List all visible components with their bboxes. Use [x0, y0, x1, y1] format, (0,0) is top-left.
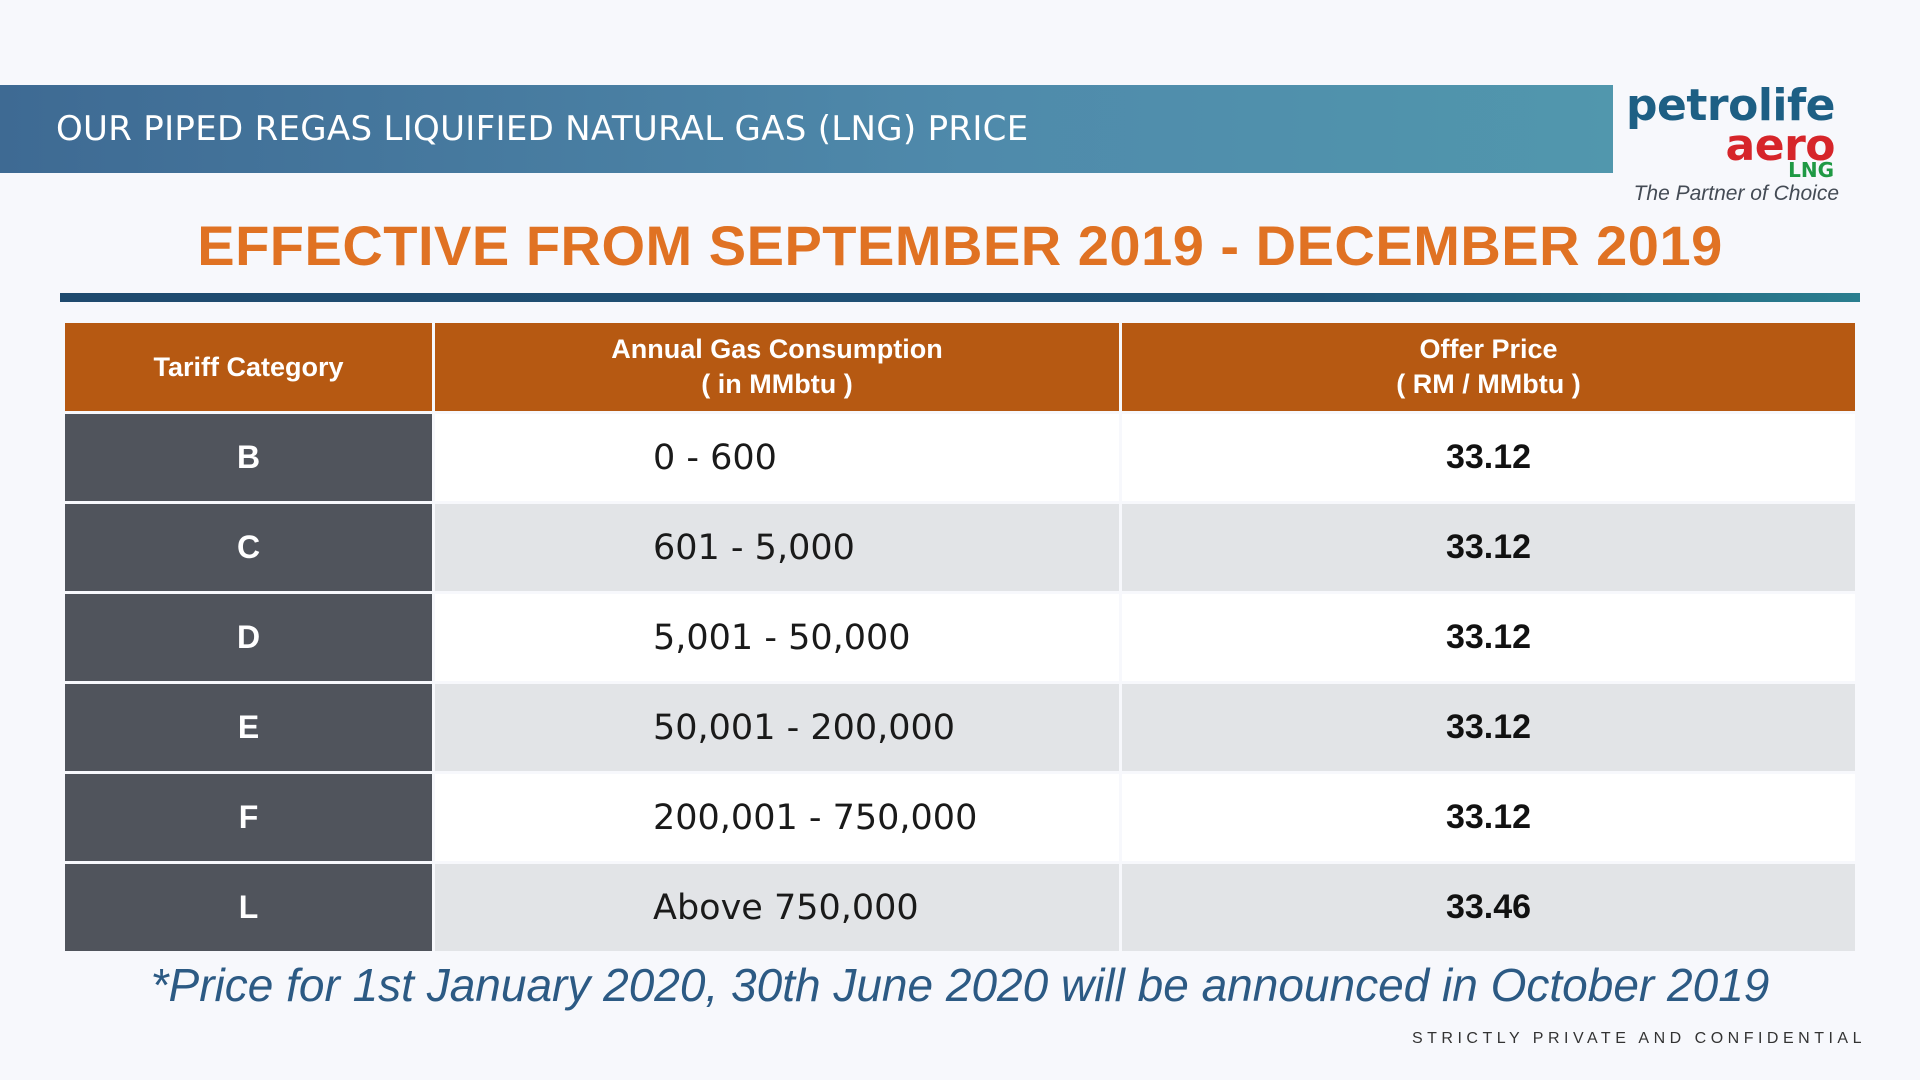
table-row: B 0 - 600 33.12 — [65, 414, 1855, 501]
header-tariff-category-label: Tariff Category — [153, 351, 344, 382]
offer-price-cell: 33.12 — [1122, 684, 1855, 771]
banner-title: OUR PIPED REGAS LIQUIFIED NATURAL GAS (L… — [56, 109, 1029, 149]
title-banner: OUR PIPED REGAS LIQUIFIED NATURAL GAS (L… — [0, 85, 1613, 173]
header-consumption-line2: ( in MMbtu ) — [701, 369, 853, 399]
consumption-range-cell: 5,001 - 50,000 — [435, 594, 1119, 681]
table-header-row: Tariff Category Annual Gas Consumption (… — [65, 323, 1855, 411]
tariff-category-cell: L — [65, 864, 432, 951]
tariff-category-cell: C — [65, 504, 432, 591]
price-announcement-footnote: *Price for 1st January 2020, 30th June 2… — [150, 959, 1770, 1011]
divider-rule — [60, 293, 1860, 302]
offer-price-cell: 33.12 — [1122, 594, 1855, 681]
logo-petrolife-text: petrolife — [1626, 80, 1835, 131]
confidentiality-notice: STRICTLY PRIVATE AND CONFIDENTIAL — [1411, 1030, 1866, 1047]
header-price-line1: Offer Price — [1419, 334, 1558, 364]
header-price-line2: ( RM / MMbtu ) — [1396, 369, 1581, 399]
effective-period-headline: EFFECTIVE FROM SEPTEMBER 2019 - DECEMBER… — [197, 214, 1723, 277]
offer-price-cell: 33.46 — [1122, 864, 1855, 951]
table-row: D 5,001 - 50,000 33.12 — [65, 594, 1855, 681]
tariff-category-cell: E — [65, 684, 432, 771]
header-tariff-category: Tariff Category — [65, 323, 432, 411]
header-offer-price: Offer Price ( RM / MMbtu ) — [1122, 323, 1855, 411]
header-consumption-line1: Annual Gas Consumption — [611, 334, 943, 364]
tariff-category-cell: F — [65, 774, 432, 861]
table-row: L Above 750,000 33.46 — [65, 864, 1855, 951]
table-row: F 200,001 - 750,000 33.12 — [65, 774, 1855, 861]
table-row: C 601 - 5,000 33.12 — [65, 504, 1855, 591]
table-row: E 50,001 - 200,000 33.12 — [65, 684, 1855, 771]
consumption-range-cell: 601 - 5,000 — [435, 504, 1119, 591]
logo-aero-text: aero — [1725, 120, 1836, 171]
tariff-category-cell: D — [65, 594, 432, 681]
tariff-category-cell: B — [65, 414, 432, 501]
offer-price-cell: 33.12 — [1122, 414, 1855, 501]
offer-price-cell: 33.12 — [1122, 504, 1855, 591]
consumption-range-cell: 50,001 - 200,000 — [435, 684, 1119, 771]
petrolife-logo: petrolife aero LNG The Partner of Choice — [1615, 80, 1915, 210]
logo-tagline: The Partner of Choice — [1633, 182, 1839, 205]
consumption-range-cell: 200,001 - 750,000 — [435, 774, 1119, 861]
offer-price-cell: 33.12 — [1122, 774, 1855, 861]
consumption-range-cell: Above 750,000 — [435, 864, 1119, 951]
price-table: Tariff Category Annual Gas Consumption (… — [65, 323, 1855, 951]
logo-lng-text: LNG — [1788, 158, 1834, 182]
header-annual-consumption: Annual Gas Consumption ( in MMbtu ) — [435, 323, 1119, 411]
consumption-range-cell: 0 - 600 — [435, 414, 1119, 501]
